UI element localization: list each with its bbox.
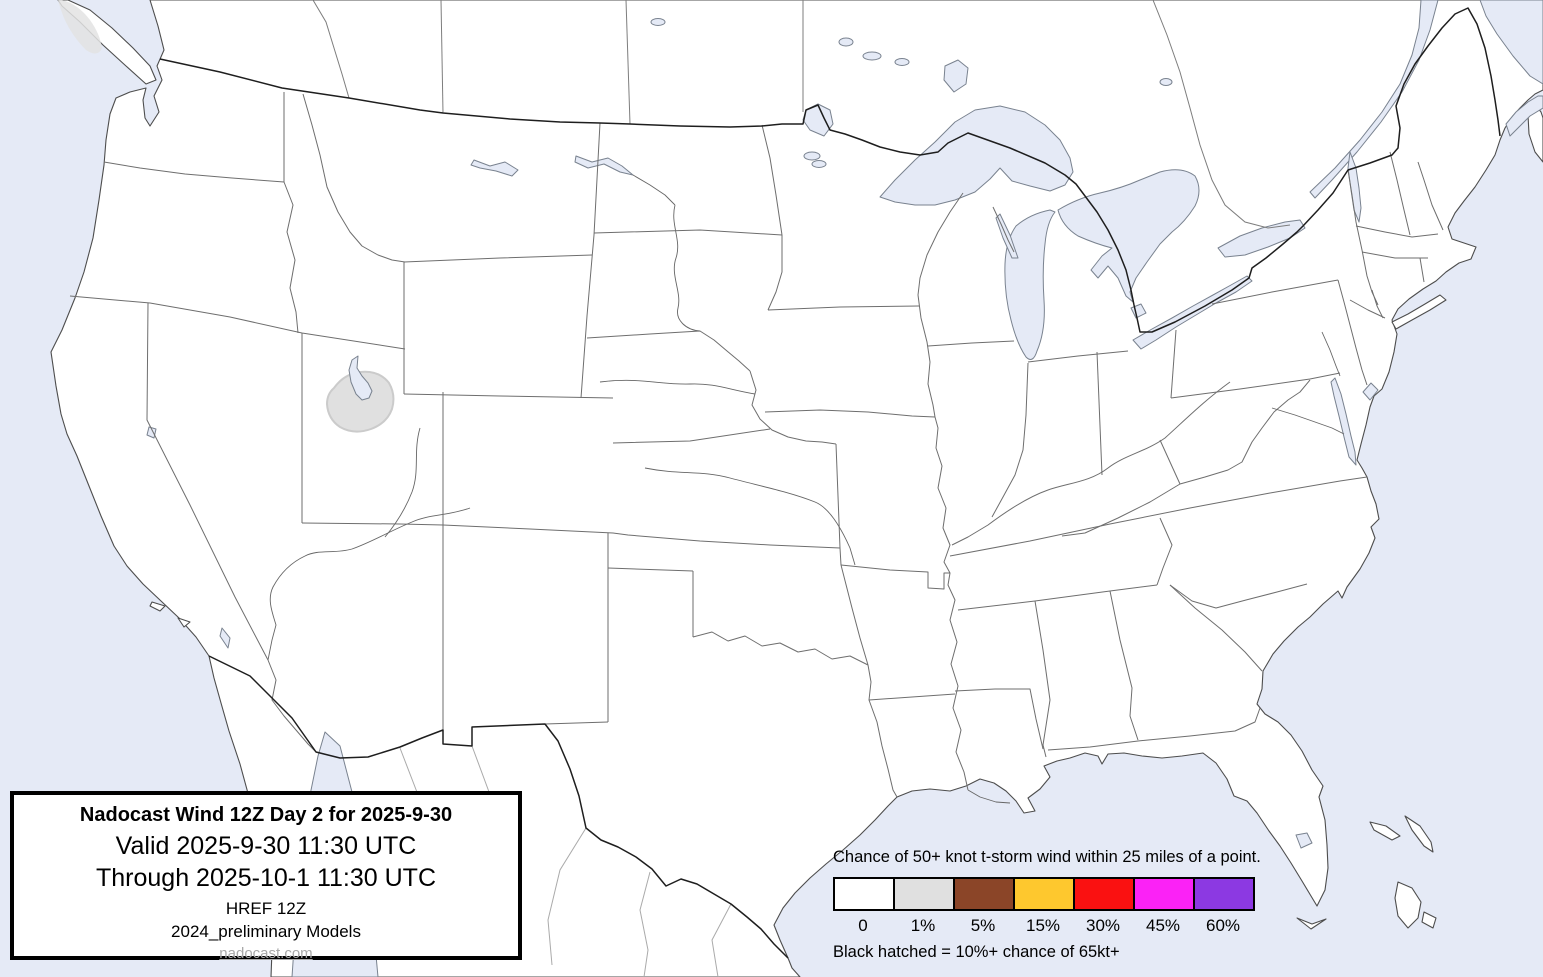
ontario-quebec-border	[1152, 0, 1291, 229]
arkansas-river	[644, 467, 856, 566]
missouri-river-dakotas	[673, 204, 701, 332]
legend-swatch-60pct	[1193, 877, 1255, 911]
saskatchewan-lake	[650, 18, 666, 26]
legend-swatch-30pct	[1073, 877, 1135, 911]
legend-swatch-45pct	[1133, 877, 1195, 911]
abaco-island	[1404, 815, 1434, 853]
fort-peck-lake	[470, 159, 519, 177]
alberta-saskatchewan-border	[440, 0, 444, 114]
bahama-islet	[1421, 911, 1437, 929]
through-time-line: Through 2025-10-1 11:30 UTC	[95, 864, 436, 892]
saskatchewan-manitoba-border	[625, 0, 631, 125]
legend-label-60pct: 60%	[1205, 916, 1241, 935]
state-borders	[69, 92, 1444, 798]
mississippi-river-delta	[967, 789, 1011, 804]
canadian-lake-2	[862, 51, 882, 61]
canadian-lake-3	[894, 58, 910, 66]
legend-label-45pct: 45%	[1145, 916, 1181, 935]
nadocast-site-link[interactable]: nadocast.com	[219, 945, 313, 962]
green-river	[384, 427, 421, 538]
model-run-line: HREF 12Z	[225, 899, 307, 918]
canada-province-borders	[312, 0, 1291, 229]
bc-alberta-border	[312, 0, 350, 99]
legend-heading: Chance of 50+ knot t-storm wind within 2…	[833, 848, 1261, 866]
delaware-bay	[1362, 382, 1379, 401]
legend-swatch-0	[833, 877, 895, 911]
upper-red-lake	[803, 151, 821, 161]
legend-swatch-1pct	[893, 877, 955, 911]
lake-ontario	[1217, 219, 1306, 258]
gulf-of-st-lawrence	[1479, 0, 1543, 85]
probability-legend: Chance of 50+ knot t-storm wind within 2…	[833, 846, 1263, 962]
channel-island-2	[177, 617, 191, 628]
lake-okeechobee	[1295, 832, 1313, 849]
grand-bahama-island	[1369, 821, 1401, 841]
lower-red-lake	[811, 160, 827, 168]
forecast-title: Nadocast Wind 12Z Day 2 for 2025-9-30	[79, 804, 453, 826]
platte-river	[599, 379, 756, 395]
great-salt-lake	[348, 355, 373, 401]
salton-sea	[219, 627, 231, 649]
legend-swatch-5pct	[953, 877, 1015, 911]
lake-tahoe	[146, 426, 157, 439]
north-america-landmass	[50, 0, 1543, 977]
colorado-river	[267, 507, 471, 661]
legend-label-row: 0 1% 5% 15% 30% 45% 60%	[833, 916, 1263, 936]
susquehanna-river	[1321, 331, 1341, 377]
legend-label-1pct: 1%	[910, 916, 936, 935]
legend-label-0: 0	[858, 916, 868, 935]
long-island	[1391, 294, 1447, 330]
international-borders	[159, 7, 1501, 959]
rivers	[267, 174, 1384, 804]
models-version-line: 2024_preliminary Models	[171, 922, 361, 941]
lake-nipigon	[943, 59, 969, 93]
legend-label-30pct: 30%	[1085, 916, 1121, 935]
lake-timiskaming	[1159, 78, 1173, 86]
valid-time-line: Valid 2025-9-30 11:30 UTC	[115, 832, 417, 860]
bay-of-fundy	[1505, 95, 1543, 137]
lake-sakakawea	[574, 155, 634, 176]
channel-island	[149, 601, 166, 612]
forecast-title-box: Nadocast Wind 12Z Day 2 for 2025-9-30 Va…	[10, 791, 522, 962]
missouri-river-upper	[632, 174, 676, 206]
andros-island	[1394, 881, 1422, 929]
florida-keys	[1296, 917, 1327, 930]
land-masses	[50, 0, 1543, 977]
legend-label-5pct: 5%	[970, 916, 996, 935]
chesapeake-bay	[1330, 377, 1357, 466]
us-canada-border	[159, 7, 1501, 333]
wind-risk-areas	[58, 0, 395, 433]
wind-risk-area-1pct-utah	[325, 370, 395, 433]
potomac-river	[1271, 407, 1345, 435]
legend-swatch-row	[833, 877, 1263, 911]
wind-risk-area-1pct-vancouver-island	[58, 0, 102, 54]
lake-huron	[1057, 169, 1200, 303]
us-mexico-border	[208, 655, 789, 959]
legend-swatch-15pct	[1013, 877, 1075, 911]
legend-label-15pct: 15%	[1025, 916, 1061, 935]
legend-hatched-note: Black hatched = 10%+ chance of 65kt+	[833, 943, 1120, 961]
canadian-lake	[838, 37, 854, 47]
